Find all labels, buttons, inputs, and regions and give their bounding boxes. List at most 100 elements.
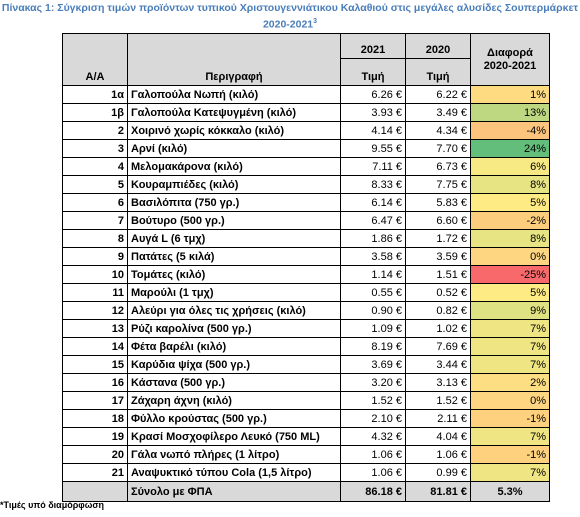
- table-cell: 10: [62, 265, 128, 284]
- table-cell: -2%: [470, 211, 550, 230]
- table-cell: 0%: [470, 391, 550, 410]
- table-cell: 3.58 €: [340, 247, 406, 266]
- table-cell: Μελομακάρονα (κιλό): [127, 157, 341, 176]
- header-cell: Τιμή: [340, 58, 406, 86]
- table-cell: Μαρούλι (1 τμχ): [127, 283, 341, 302]
- table-cell: 7%: [470, 427, 550, 446]
- table-cell: Βασιλόπιτα (750 γρ.): [127, 193, 341, 212]
- table-cell: 19: [62, 427, 128, 446]
- table-cell: 1.09 €: [340, 319, 406, 338]
- table-row: 14 Φέτα βαρέλι (κιλό) 8.19 €7.69 €7%: [62, 337, 550, 356]
- table-cell: 7.69 €: [405, 337, 471, 356]
- table-cell: 9%: [470, 301, 550, 320]
- table-cell: Κάστανα (500 γρ.): [127, 373, 341, 392]
- table-cell: 1α: [62, 85, 128, 104]
- title-superscript: 3: [313, 18, 318, 25]
- table-cell: 0.90 €: [340, 301, 406, 320]
- table-cell: 9.55 €: [340, 139, 406, 158]
- table-row: 16 Κάστανα (500 γρ.) 3.20 €3.13 €2%: [62, 373, 550, 392]
- header-cell: 2021: [340, 33, 406, 59]
- table-cell: 6.47 €: [340, 211, 406, 230]
- table-cell: 6.26 €: [340, 85, 406, 104]
- table-cell: 8.19 €: [340, 337, 406, 356]
- table-cell: 6: [62, 193, 128, 212]
- table-cell: 7.11 €: [340, 157, 406, 176]
- table-cell: 11: [62, 283, 128, 302]
- table-cell: 3.44 €: [405, 355, 471, 374]
- table-cell: 17: [62, 391, 128, 410]
- table-cell: Αυγά L (6 τμχ): [127, 229, 341, 248]
- table-cell: 2.11 €: [405, 409, 471, 428]
- table-cell: 2.10 €: [340, 409, 406, 428]
- table-cell: Φέτα βαρέλι (κιλό): [127, 337, 341, 356]
- table-cell: 24%: [470, 139, 550, 158]
- header-cell: Τιμή: [405, 58, 471, 86]
- table-cell: 0%: [470, 247, 550, 266]
- table-cell: 1%: [470, 85, 550, 104]
- title-text: Πίνακας 1: Σύγκριση τιμών προϊόντων τυπι…: [1, 2, 579, 31]
- table-row: 17 Ζάχαρη άχνη (κιλό) 1.52 €1.52 €0%: [62, 391, 550, 410]
- table-cell: 3.13 €: [405, 373, 471, 392]
- table-cell: 7%: [470, 319, 550, 338]
- table-cell: Γαλοπούλα Κατεψυγμένη (κιλό): [127, 103, 341, 122]
- empty-cell: [62, 481, 128, 502]
- table-cell: 5.3%: [470, 481, 550, 502]
- table-cell: 1β: [62, 103, 128, 122]
- table-row: 19 Κρασί Μοσχοφίλερο Λευκό (750 ML) 4.32 €…: [62, 427, 550, 446]
- table-cell: 21: [62, 463, 128, 482]
- table-cell: 2: [62, 121, 128, 140]
- table-row: 1β Γαλοπούλα Κατεψυγμένη (κιλό) 3.93 €3.49…: [62, 103, 550, 122]
- table-cell: 5: [62, 175, 128, 194]
- table-row: 10 Τομάτες (κιλό) 1.14 €1.51 € -25%: [62, 265, 550, 284]
- table-cell: 0.52 €: [405, 283, 471, 302]
- table-cell: 7%: [470, 337, 550, 356]
- table-cell: 4: [62, 157, 128, 176]
- table-cell: 1.14 €: [340, 265, 406, 284]
- table-cell: 8%: [470, 229, 550, 248]
- table-cell: Πατάτες (5 κιλά): [127, 247, 341, 266]
- table-cell: Γάλα νωπό πλήρες (1 λίτρο): [127, 445, 341, 464]
- table-cell: 15: [62, 355, 128, 374]
- table-cell: 0.82 €: [405, 301, 471, 320]
- table-row: 6 Βασιλόπιτα (750 γρ.) 6.14 €5.83 €5%: [62, 193, 550, 212]
- header-cell: Διαφορά 2020-2021: [470, 33, 550, 86]
- table-cell: 1.02 €: [405, 319, 471, 338]
- table-cell: Βούτυρο (500 γρ.): [127, 211, 341, 230]
- table-cell: 1.72 €: [405, 229, 471, 248]
- table-cell: 5%: [470, 193, 550, 212]
- table-cell: 6%: [470, 157, 550, 176]
- table-row: 5 Κουραμπιέδες (κιλό) 8.33 €7.75 €8%: [62, 175, 550, 194]
- table-cell: 4.14 €: [340, 121, 406, 140]
- table-cell: Κουραμπιέδες (κιλό): [127, 175, 341, 194]
- table-cell: Ζάχαρη άχνη (κιλό): [127, 391, 341, 410]
- table-cell: 4.32 €: [340, 427, 406, 446]
- table-cell: 1.06 €: [405, 445, 471, 464]
- title: Πίνακας 1: Σύγκριση τιμών προϊόντων τυπι…: [0, 2, 580, 32]
- table-cell: -4%: [470, 121, 550, 140]
- table-cell: -1%: [470, 409, 550, 428]
- table-cell: 16: [62, 373, 128, 392]
- table-cell: Σύνολο με ΦΠΑ: [127, 481, 341, 502]
- table-cell: 6.73 €: [405, 157, 471, 176]
- table-cell: Αλεύρι για όλες τις χρήσεις (κιλό): [127, 301, 341, 320]
- table-cell: 6.22 €: [405, 85, 471, 104]
- table-cell: 18: [62, 409, 128, 428]
- table-cell: 1.86 €: [340, 229, 406, 248]
- table-cell: 8.33 €: [340, 175, 406, 194]
- table-cell: 1.06 €: [340, 463, 406, 482]
- table-cell: 9: [62, 247, 128, 266]
- table-cell: 1.52 €: [405, 391, 471, 410]
- table-cell: Καρύδια ψίχα (500 γρ.): [127, 355, 341, 374]
- table-cell: Κρασί Μοσχοφίλερο Λευκό (750 ML): [127, 427, 341, 446]
- table-cell: 0.99 €: [405, 463, 471, 482]
- table-cell: 3.93 €: [340, 103, 406, 122]
- table-row: 4 Μελομακάρονα (κιλό) 7.11 €6.73 €6%: [62, 157, 550, 176]
- table-cell: 3.49 €: [405, 103, 471, 122]
- table-cell: Αρνί (κιλό): [127, 139, 341, 158]
- table-cell: 7%: [470, 463, 550, 482]
- price-table: Α/Α Περιγραφή 2021 2020 Διαφορά 2020-202…: [62, 33, 550, 502]
- footnote: *Τιμές υπό διαμόρφωση: [0, 500, 104, 510]
- table-cell: 13: [62, 319, 128, 338]
- table-row: 11 Μαρούλι (1 τμχ) 0.55 €0.52 €5%: [62, 283, 550, 302]
- table-row: 8 Αυγά L (6 τμχ) 1.86 €1.72 €8%: [62, 229, 550, 248]
